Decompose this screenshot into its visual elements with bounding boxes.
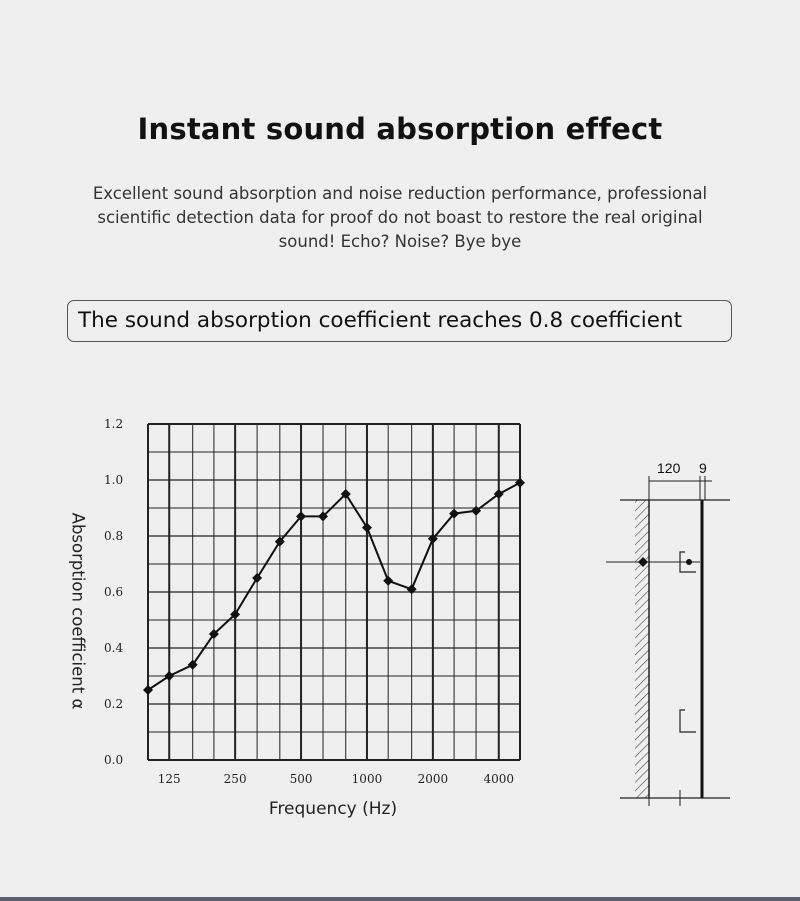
data-point xyxy=(252,573,263,583)
page-subtitle: Excellent sound absorption and noise red… xyxy=(92,184,708,251)
data-point xyxy=(143,685,153,695)
panel-dot xyxy=(686,559,692,565)
data-point xyxy=(383,575,394,586)
y-tick-label: 0.6 xyxy=(104,585,123,599)
bottom-bar xyxy=(0,897,800,901)
y-tick-label: 0.0 xyxy=(104,753,123,767)
y-tick-label: 1.2 xyxy=(104,417,123,431)
data-point xyxy=(274,536,285,547)
data-point xyxy=(318,511,329,522)
x-tick-label: 125 xyxy=(158,772,181,786)
x-tick-label: 500 xyxy=(290,772,313,786)
data-point xyxy=(427,533,438,544)
coefficient-banner: The sound absorption coefficient reaches… xyxy=(67,300,732,342)
data-point xyxy=(208,629,219,639)
x-axis-label: Frequency (Hz) xyxy=(268,799,398,819)
x-tick-label: 250 xyxy=(224,772,247,786)
data-point xyxy=(493,489,504,499)
data-point xyxy=(164,671,175,681)
chart-grid xyxy=(147,423,521,761)
dimension-120: 120 xyxy=(657,460,681,476)
page-title: Instant sound absorption effect xyxy=(137,112,663,146)
wall-marker xyxy=(638,557,648,567)
lower-bracket xyxy=(679,709,696,733)
y-tick-labels: 0.0 0.2 0.4 0.6 0.8 1.0 1.2 xyxy=(104,417,123,767)
y-tick-label: 0.2 xyxy=(104,697,123,711)
data-point xyxy=(515,477,525,488)
data-point xyxy=(361,522,372,533)
series-markers xyxy=(143,477,525,695)
x-tick-labels: 125 250 500 1000 2000 4000 xyxy=(158,772,514,786)
y-tick-label: 0.8 xyxy=(104,529,123,543)
dimension-9: 9 xyxy=(699,460,707,476)
data-point xyxy=(187,659,198,670)
upper-bracket xyxy=(679,551,696,573)
data-point xyxy=(340,489,351,499)
wall-hatch xyxy=(635,500,649,798)
data-point xyxy=(449,508,460,519)
data-point xyxy=(296,511,307,522)
data-point xyxy=(406,584,417,595)
x-tick-label: 2000 xyxy=(418,772,449,786)
mounting-diagram: 120 9 xyxy=(606,460,730,806)
absorption-chart: 0.0 0.2 0.4 0.6 0.8 1.0 1.2 125 250 500 1000 2000 4… xyxy=(104,417,525,786)
data-point xyxy=(230,609,241,620)
y-tick-label: 0.4 xyxy=(104,641,123,655)
data-point xyxy=(471,505,482,516)
series-line xyxy=(147,481,521,691)
x-tick-label: 4000 xyxy=(484,772,515,786)
y-axis-label: Absorption coefficient α xyxy=(68,512,88,710)
x-tick-label: 1000 xyxy=(352,772,383,786)
y-tick-label: 1.0 xyxy=(104,473,123,487)
